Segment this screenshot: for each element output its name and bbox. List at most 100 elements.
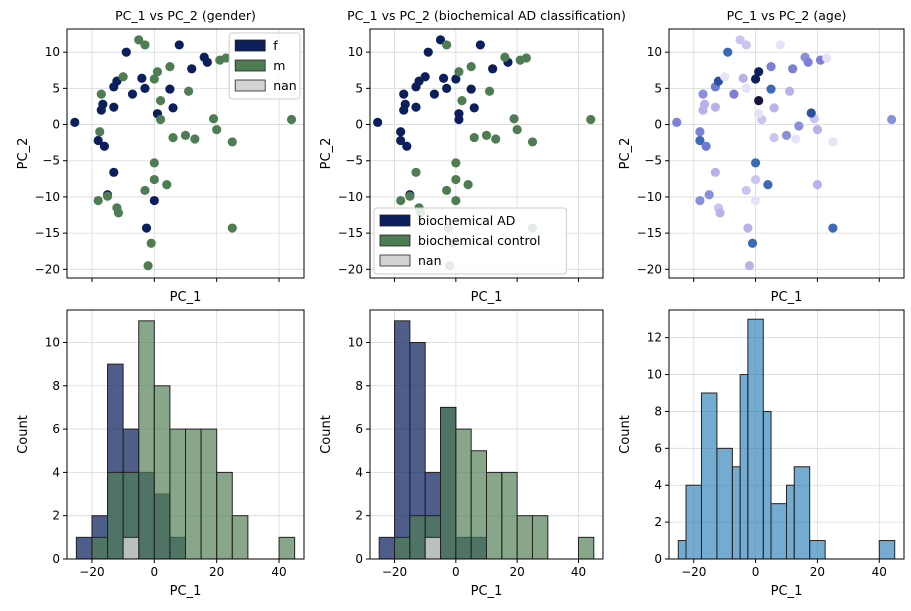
- scatter-point: [766, 62, 776, 72]
- legend-swatch: [234, 79, 266, 92]
- y-tick-label: 5: [355, 81, 363, 95]
- y-tick-label: 6: [654, 441, 662, 455]
- scatter-point: [134, 35, 144, 45]
- x-tick-label: 0: [752, 565, 760, 579]
- plot-p6: −20 0 20 40 0 2 4 6 8 10 12 PC_1 Count: [618, 309, 905, 599]
- scatter-point: [695, 195, 705, 206]
- scatter-point: [442, 83, 452, 93]
- scatter-point: [400, 99, 410, 109]
- scatter-point: [500, 52, 510, 62]
- x-tick-label: 20: [209, 565, 224, 579]
- scatter-point: [457, 96, 467, 106]
- hist-bar: [793, 466, 811, 559]
- hist-bar: [440, 406, 457, 559]
- scatter-point: [781, 130, 792, 141]
- scatter-point: [451, 158, 461, 168]
- scatter-point: [754, 109, 764, 119]
- y-tick-label: 8: [654, 404, 662, 418]
- y-tick-label: 4: [654, 478, 662, 492]
- hist-bar: [531, 515, 549, 559]
- y-axis-label: PC_2: [618, 138, 633, 170]
- scatter-point: [822, 53, 832, 63]
- hist-bar: [75, 536, 93, 559]
- legend-label: nan: [273, 78, 297, 93]
- legend-swatch: [234, 59, 266, 72]
- marks: [75, 320, 296, 559]
- axes-frame: [66, 309, 305, 560]
- scatter-point: [586, 114, 596, 125]
- hist-bar: [786, 484, 795, 559]
- y-tick-label: −10: [35, 190, 60, 204]
- scatter-point: [429, 89, 439, 99]
- scatter-point: [469, 132, 479, 143]
- y-tick-label: 5: [654, 81, 662, 95]
- scatter-point: [162, 180, 172, 190]
- scatter-point: [750, 158, 761, 168]
- legend-swatch: [379, 234, 411, 247]
- x-axis-label: PC_1: [170, 584, 202, 599]
- y-tick-label: 4: [52, 465, 60, 479]
- scatter-point: [420, 72, 430, 82]
- y-axis-label: PC_2: [16, 138, 31, 170]
- x-tick-label: 40: [571, 565, 586, 579]
- scatter-point: [769, 132, 779, 143]
- scatter-point: [741, 83, 751, 93]
- scatter-point: [735, 35, 745, 45]
- scatter-point: [469, 103, 479, 113]
- legend-label: m: [273, 58, 285, 73]
- scatter-point: [438, 73, 449, 83]
- scatter-point: [828, 223, 838, 233]
- scatter-point: [828, 137, 838, 147]
- x-tick-label: 40: [872, 565, 887, 579]
- legend-swatch: [379, 254, 411, 267]
- y-tick-label: 0: [654, 552, 662, 566]
- scatter-point: [729, 89, 739, 99]
- hist-bar: [91, 536, 109, 559]
- x-tick-label: −20: [79, 565, 104, 579]
- scatter-point: [512, 125, 522, 135]
- scatter-point: [168, 132, 178, 143]
- hist-bar: [278, 536, 296, 559]
- y-tick-label: −15: [338, 226, 363, 240]
- scatter-point: [141, 223, 152, 233]
- hist-bar: [501, 471, 518, 559]
- x-tick-label: 40: [271, 565, 286, 579]
- scatter-point: [723, 47, 733, 57]
- scatter-point: [121, 47, 131, 57]
- y-tick-label: 10: [348, 45, 363, 59]
- scatter-point: [286, 114, 297, 125]
- scatter-point: [146, 238, 156, 248]
- grid: [669, 29, 904, 278]
- scatter-point: [743, 223, 753, 233]
- plot-p5: −20 0 20 40 0 2 4 6 8 10 PC_1 Count: [319, 309, 604, 599]
- scatter-point: [466, 84, 476, 94]
- hist-bar: [231, 515, 249, 559]
- legend-label: biochemical control: [418, 233, 541, 248]
- y-tick-label: 0: [654, 118, 662, 132]
- x-axis-label: PC_1: [771, 584, 803, 599]
- scatter-point: [769, 103, 779, 113]
- marks: [378, 320, 595, 559]
- y-axis-label: PC_2: [319, 138, 334, 170]
- hist-bar: [409, 515, 426, 559]
- plot-p4: −20 0 20 40 0 2 4 6 8 10 PC_1 Count: [16, 309, 305, 599]
- chart-title: PC_1 vs PC_2 (gender): [115, 8, 256, 23]
- y-axis-label: Count: [319, 415, 334, 454]
- hist-bar: [516, 515, 533, 559]
- scatter-point: [411, 102, 421, 112]
- scatter-point: [396, 135, 406, 146]
- y-tick-label: 12: [647, 331, 662, 345]
- x-axis-label: PC_1: [471, 584, 503, 599]
- x-tick-label: 0: [150, 565, 158, 579]
- y-tick-label: 8: [355, 379, 363, 393]
- plot-p3: −20 −15 −10 −5 0 5 10 PC_1 PC_2 PC_1 vs PC_2 (age…: [618, 8, 905, 305]
- scatter-point: [149, 195, 159, 206]
- scatter-point: [451, 195, 461, 206]
- scatter-point: [208, 114, 219, 124]
- x-tick-label: −20: [382, 565, 407, 579]
- scatter-point: [488, 64, 498, 74]
- scatter-point: [435, 35, 446, 45]
- scatter-point: [744, 261, 754, 271]
- scatter-point: [454, 67, 464, 77]
